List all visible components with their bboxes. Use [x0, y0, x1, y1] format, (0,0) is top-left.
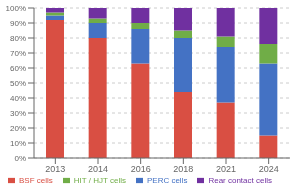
svg-text:70%: 70%	[10, 49, 26, 58]
svg-text:2024: 2024	[259, 164, 279, 174]
svg-text:90%: 90%	[10, 19, 26, 28]
svg-text:30%: 30%	[10, 109, 26, 118]
svg-text:100%: 100%	[8, 4, 26, 13]
svg-text:80%: 80%	[10, 34, 26, 43]
svg-text:2014: 2014	[88, 164, 108, 174]
svg-text:50%: 50%	[10, 79, 26, 88]
html-text:PERC cells: PERC cells	[147, 176, 188, 185]
svg-text:2021: 2021	[216, 164, 236, 174]
svg-text:0%: 0%	[14, 154, 26, 163]
html-text:HIT / HJT cells: HIT / HJT cells	[73, 176, 126, 185]
svg-text:40%: 40%	[10, 94, 26, 103]
svg-text:20%: 20%	[10, 124, 26, 133]
html-text:Rear contact cells: Rear contact cells	[208, 176, 272, 185]
html-text:BSF cells: BSF cells	[19, 176, 53, 185]
svg-text:2018: 2018	[173, 164, 193, 174]
svg-text:2013: 2013	[45, 164, 65, 174]
svg-text:2016: 2016	[131, 164, 151, 174]
html-text:ITRPV 2014: ITRPV 2014	[234, 75, 244, 120]
svg-text:60%: 60%	[10, 64, 26, 73]
svg-text:10%: 10%	[10, 139, 26, 148]
